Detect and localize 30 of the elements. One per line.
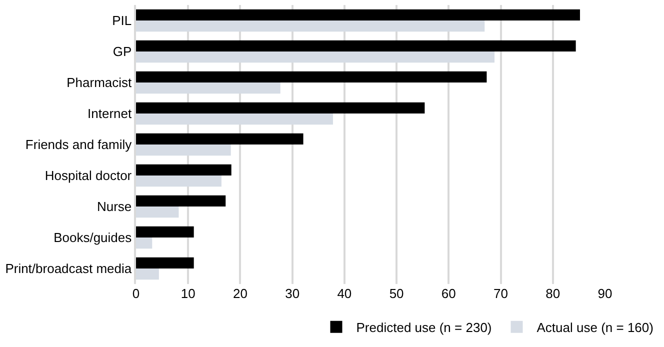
x-tick-label: 30 [285, 286, 300, 301]
y-tick-label: PIL [112, 13, 132, 28]
bar [136, 71, 487, 82]
y-tick-label: Pharmacist [66, 75, 132, 90]
x-tick-label: 60 [441, 286, 456, 301]
y-tick-label: Nurse [96, 199, 132, 214]
y-tick-label: Print/broadcast media [5, 261, 132, 276]
bar [136, 257, 194, 268]
bar [136, 40, 576, 52]
x-tick-label: 90 [598, 286, 612, 301]
x-tick-label: 40 [337, 286, 352, 301]
y-tick-label: Hospital doctor [44, 168, 132, 184]
x-tick-label: 80 [546, 286, 560, 301]
bar [136, 226, 194, 238]
x-tick-label: 50 [389, 286, 404, 301]
legend-label: Actual use (n = 160) [536, 320, 654, 335]
bar [136, 164, 232, 176]
y-tick-label: Books/guides [54, 230, 132, 246]
y-tick-label: Friends and family [25, 137, 132, 152]
x-tick-label: 10 [180, 286, 196, 301]
bar [136, 195, 226, 206]
x-tick-label: 70 [494, 286, 508, 301]
x-tick-label: 0 [132, 286, 140, 301]
bar [136, 102, 425, 114]
y-tick-label: GP [112, 44, 132, 60]
x-tick-label: 20 [232, 286, 248, 301]
bar [136, 9, 580, 20]
y-tick-label: Internet [88, 106, 132, 122]
legend-label: Predicted use (n = 230) [356, 320, 492, 335]
bar [136, 133, 304, 144]
